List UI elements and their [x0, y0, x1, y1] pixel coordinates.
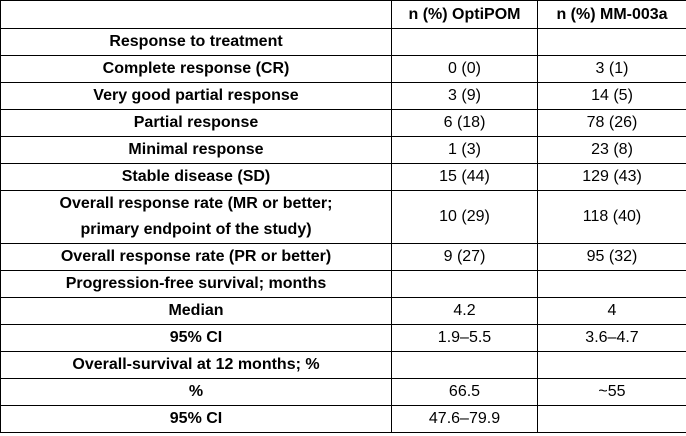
row-label: Very good partial response [0, 82, 392, 110]
value-cell: 4.2 [391, 297, 538, 325]
value-cell: 78 (26) [537, 109, 686, 137]
table-row: 95% CI 1.9–5.5 3.6–4.7 [0, 324, 686, 352]
table-row: 95% CI 47.6–79.9 [0, 405, 686, 433]
value-cell: 14 (5) [537, 82, 686, 110]
value-cell: 9 (27) [391, 243, 538, 271]
table-row: Progression-free survival; months [0, 270, 686, 298]
value-cell: 129 (43) [537, 163, 686, 191]
value-cell: 4 [537, 297, 686, 325]
table-row: Stable disease (SD) 15 (44) 129 (43) [0, 163, 686, 191]
row-label: Complete response (CR) [0, 55, 392, 83]
row-label: Response to treatment [0, 28, 392, 56]
row-label: Stable disease (SD) [0, 163, 392, 191]
row-label: Progression-free survival; months [0, 270, 392, 298]
value-cell [391, 270, 538, 298]
table-row: % 66.5 ~55 [0, 378, 686, 406]
table-row: Overall response rate (PR or better) 9 (2… [0, 243, 686, 271]
value-cell: 1 (3) [391, 136, 538, 164]
header-cell [0, 0, 392, 29]
row-label: Partial response [0, 109, 392, 137]
value-cell: 3 (9) [391, 82, 538, 110]
table-row: Partial response 6 (18) 78 (26) [0, 109, 686, 137]
value-cell: 1.9–5.5 [391, 324, 538, 352]
header-cell: n (%) OptiPOM [391, 0, 538, 29]
value-cell: 66.5 [391, 378, 538, 406]
value-cell: 95 (32) [537, 243, 686, 271]
value-cell [537, 405, 686, 433]
value-cell [391, 28, 538, 56]
value-cell [537, 270, 686, 298]
value-cell: 6 (18) [391, 109, 538, 137]
value-cell: 0 (0) [391, 55, 538, 83]
value-cell: 118 (40) [537, 190, 686, 244]
row-label: Overall response rate (MR or better; pri… [0, 190, 392, 244]
value-cell [537, 351, 686, 379]
value-cell: 23 (8) [537, 136, 686, 164]
value-cell: 10 (29) [391, 190, 538, 244]
value-cell [537, 28, 686, 56]
value-cell: 15 (44) [391, 163, 538, 191]
table-row: Complete response (CR) 0 (0) 3 (1) [0, 55, 686, 83]
header-row: n (%) OptiPOM n (%) MM-003a [0, 0, 686, 29]
row-label: Overall-survival at 12 months; % [0, 351, 392, 379]
row-label: 95% CI [0, 324, 392, 352]
header-cell: n (%) MM-003a [537, 0, 686, 29]
value-cell: ~55 [537, 378, 686, 406]
value-cell: 3.6–4.7 [537, 324, 686, 352]
row-label: Overall response rate (PR or better) [0, 243, 392, 271]
table-row: Very good partial response 3 (9) 14 (5) [0, 82, 686, 110]
table-row: Overall-survival at 12 months; % [0, 351, 686, 379]
value-cell [391, 351, 538, 379]
value-cell: 47.6–79.9 [391, 405, 538, 433]
value-cell: 3 (1) [537, 55, 686, 83]
table-row: Response to treatment [0, 28, 686, 56]
table-row: Median 4.2 4 [0, 297, 686, 325]
row-label: Minimal response [0, 136, 392, 164]
row-label: Median [0, 297, 392, 325]
table-row: Minimal response 1 (3) 23 (8) [0, 136, 686, 164]
table-row: Overall response rate (MR or better; pri… [0, 190, 686, 244]
row-label: 95% CI [0, 405, 392, 433]
row-label: % [0, 378, 392, 406]
